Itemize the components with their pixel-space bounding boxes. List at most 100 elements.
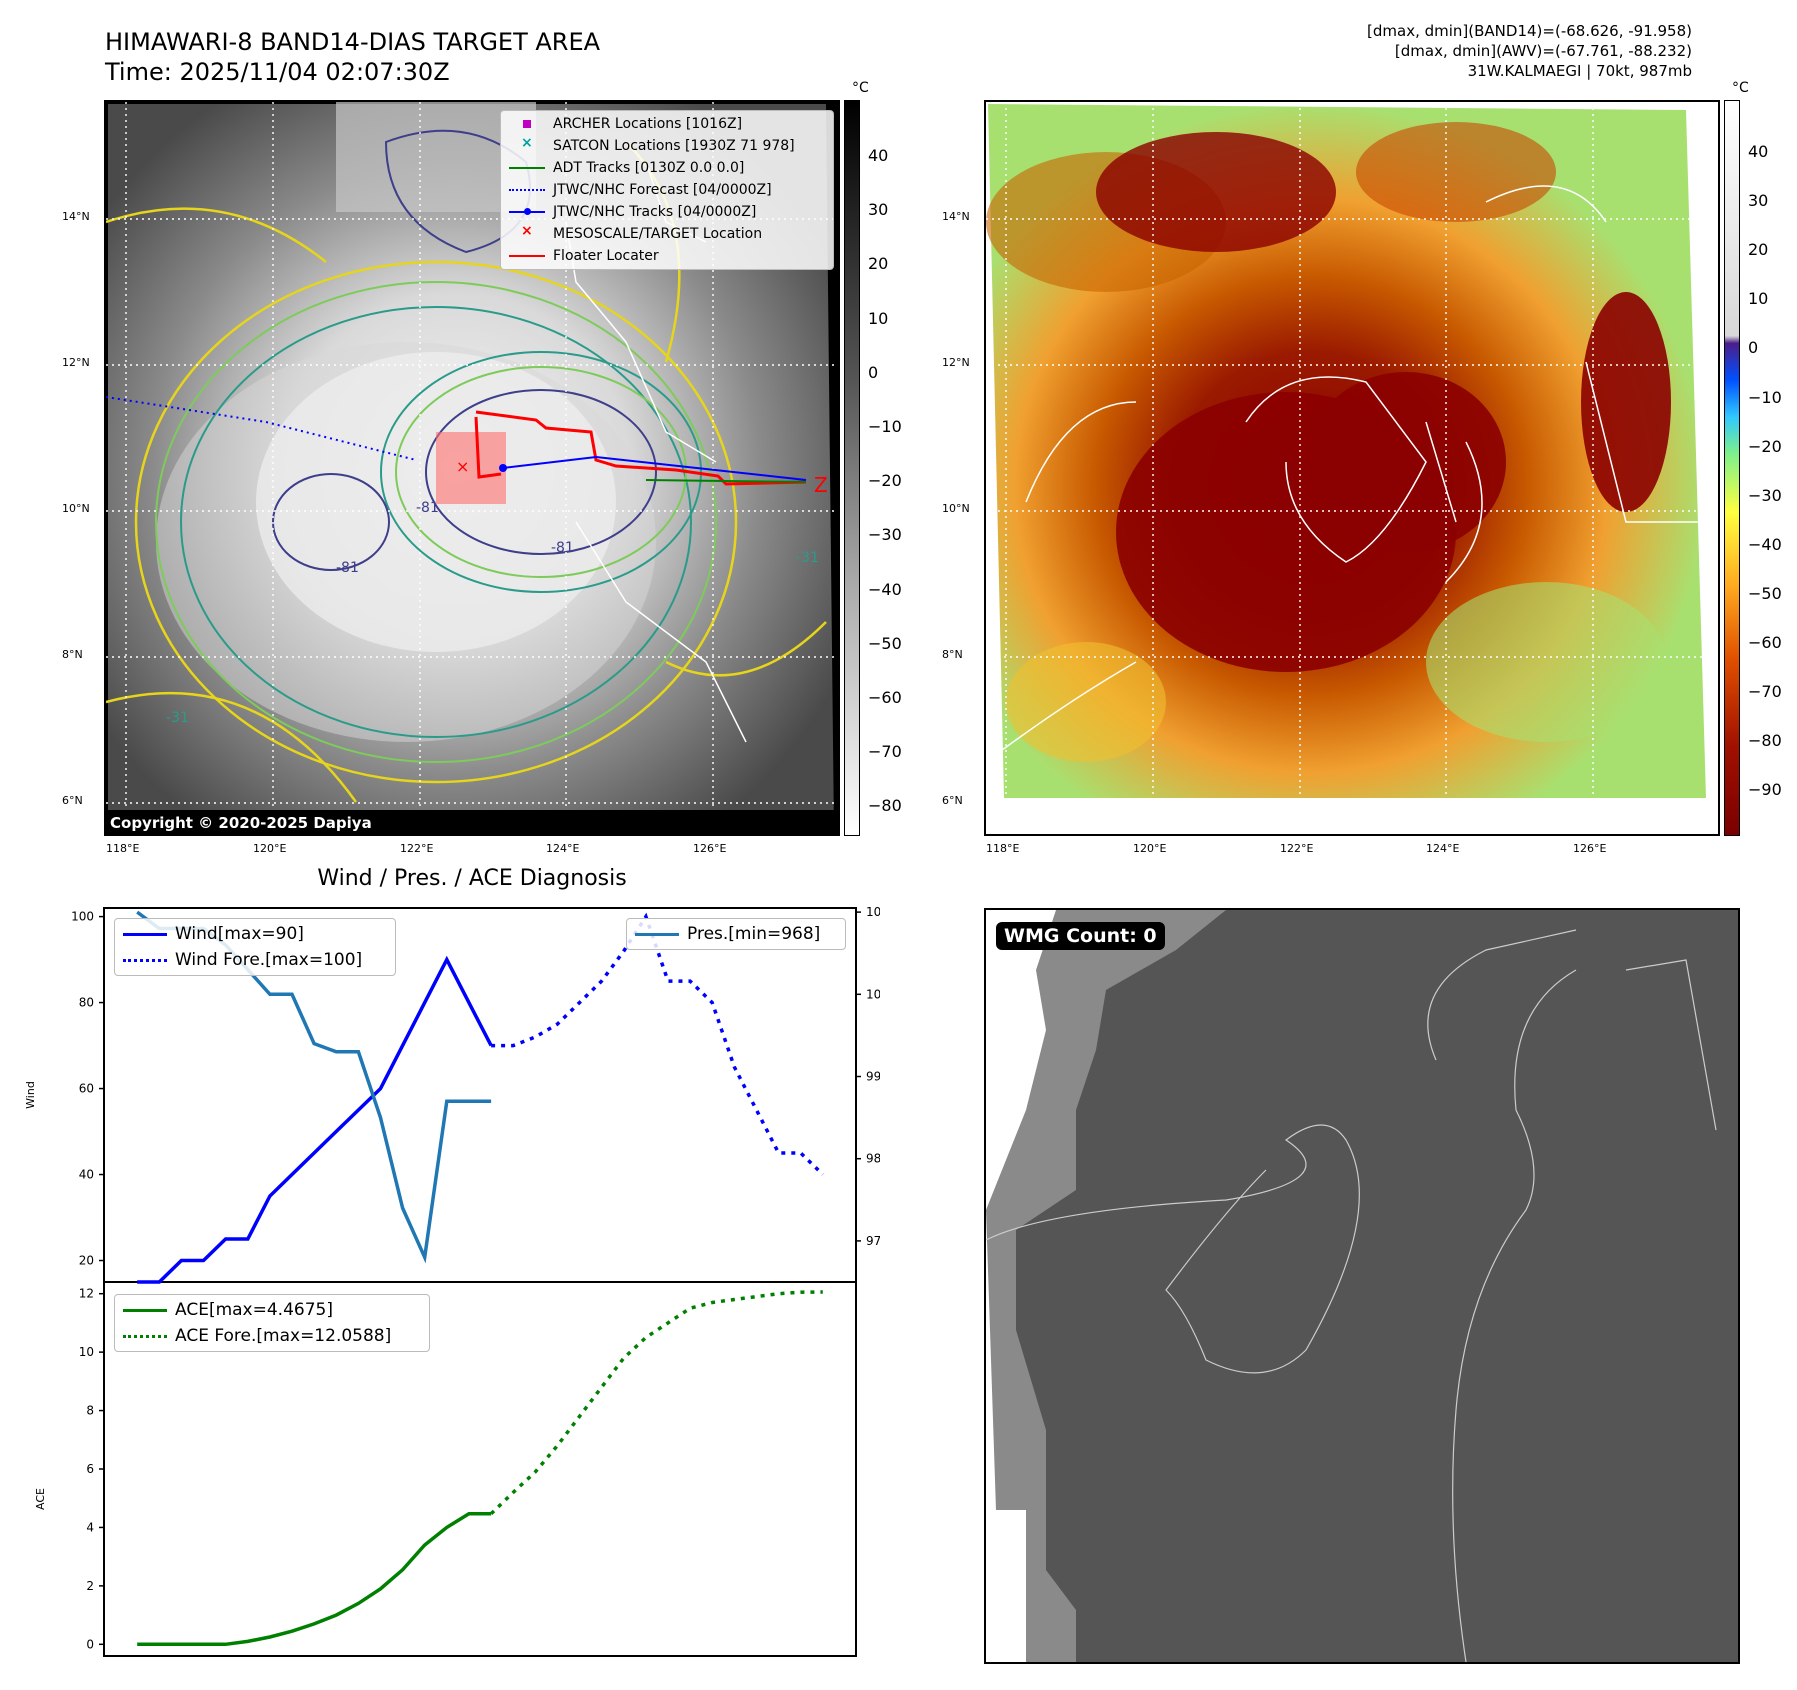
- floater-locater-track: [474, 416, 502, 479]
- lat-tick-label: 12°N: [942, 356, 970, 369]
- lon-tick-label: 122°E: [1280, 842, 1314, 855]
- colorbar-tick-label: −70: [1748, 682, 1782, 702]
- legend-symbol: [123, 1305, 167, 1315]
- lat-tick-label: 10°N: [942, 502, 970, 515]
- colorbar-tick-label: −90: [1748, 780, 1782, 800]
- lon-tick-label: 126°E: [1573, 842, 1607, 855]
- y-tick-label: 60: [79, 1082, 94, 1096]
- legend-label: Wind[max=90]: [175, 924, 304, 944]
- y-tick-label: 1000: [866, 987, 880, 1001]
- colorbar-tick-label: 20: [868, 254, 889, 274]
- y-tick-label: 980: [866, 1152, 880, 1166]
- y-tick-label: 10: [79, 1345, 94, 1359]
- legend-symbol: [509, 119, 545, 129]
- contour-label: -81: [336, 560, 359, 576]
- colorbar-tick-label: −30: [1748, 485, 1782, 505]
- colorbar-tick-label: −20: [1748, 436, 1782, 456]
- wind-forecast-series-line: [491, 912, 825, 1176]
- legend-symbol: [509, 163, 545, 173]
- lat-tick-label: 10°N: [62, 502, 90, 515]
- legend-label: Pres.[min=968]: [687, 924, 821, 944]
- colorbar-tick-label: 0: [868, 362, 879, 382]
- y-tick-label: 40: [79, 1168, 94, 1182]
- lat-tick-label: 8°N: [62, 648, 83, 661]
- colorbar-tick-label: −30: [868, 525, 902, 545]
- lat-tick-label: 6°N: [942, 794, 963, 807]
- legend-symbol: [509, 185, 545, 195]
- wind-legend: Wind[max=90] Wind Fore.[max=100]: [114, 918, 396, 976]
- wmg-panel: WMG Count: 0: [984, 908, 1740, 1664]
- legend-entry: × MESOSCALE/TARGET Location: [501, 223, 833, 245]
- diagnosis-title: Wind / Pres. / ACE Diagnosis: [317, 866, 627, 891]
- colorbar-tick-label: 40: [1748, 142, 1769, 161]
- colorbar-tick-label: −40: [1748, 534, 1782, 554]
- y-tick-label: 6: [86, 1462, 94, 1476]
- legend-entry: Wind Fore.[max=100]: [115, 947, 395, 973]
- colorbar-tick-label: 40: [868, 146, 889, 165]
- colorbar-tick-label: −40: [868, 579, 902, 599]
- lat-tick-label: 14°N: [62, 210, 90, 223]
- legend-entry: Floater Locater: [501, 245, 833, 267]
- wmg-image: [986, 910, 1738, 1662]
- lon-tick-label: 118°E: [986, 842, 1020, 855]
- legend-symbol: [123, 1331, 167, 1341]
- legend-label: ADT Tracks [0130Z 0.0 0.0]: [553, 160, 745, 176]
- legend-label: ARCHER Locations [1016Z]: [553, 116, 743, 132]
- legend-symbol: [635, 929, 679, 939]
- wind-series-line: [137, 955, 493, 1284]
- legend-symbol: [509, 251, 545, 261]
- adt-track: [645, 479, 807, 483]
- colorbar-tick-label: −80: [1748, 731, 1782, 751]
- map-title-line2: Time: 2025/11/04 02:07:30Z: [105, 58, 450, 86]
- lon-tick-label: 126°E: [693, 842, 727, 855]
- ace-axis-label: ACE: [34, 1488, 47, 1510]
- ace-series-line: [137, 1512, 492, 1647]
- legend-entry: ARCHER Locations [1016Z]: [501, 113, 833, 135]
- colorbar-color: [1724, 100, 1740, 836]
- lat-tick-label: 12°N: [62, 356, 90, 369]
- info-line2: [dmax, dmin](AWV)=(-67.761, -88.232): [1394, 42, 1692, 60]
- legend-entry: JTWC/NHC Forecast [04/0000Z]: [501, 179, 833, 201]
- pressure-legend: Pres.[min=968]: [626, 918, 846, 950]
- lon-tick-label: 120°E: [1133, 842, 1167, 855]
- y-tick-label: 4: [86, 1520, 94, 1534]
- y-tick-label: 970: [866, 1234, 880, 1248]
- legend-entry: ADT Tracks [0130Z 0.0 0.0]: [501, 157, 833, 179]
- colorbar-tick-label: −20: [868, 471, 902, 491]
- legend-label: Wind Fore.[max=100]: [175, 950, 363, 970]
- map-title-line1: HIMAWARI-8 BAND14-DIAS TARGET AREA: [105, 28, 601, 56]
- y-tick-label: 100: [71, 910, 94, 924]
- ir-map-image: -81 -81 -81 -31 -31 × Z Copyright © 2020…: [106, 102, 838, 834]
- ace-legend: ACE[max=4.4675] ACE Fore.[max=12.0588]: [114, 1294, 430, 1352]
- y-tick-label: 8: [86, 1404, 94, 1418]
- legend-label: ACE[max=4.4675]: [175, 1300, 333, 1320]
- info-line1: [dmax, dmin](BAND14)=(-68.626, -91.958): [1367, 22, 1692, 40]
- ir-map-panel: -81 -81 -81 -31 -31 × Z Copyright © 2020…: [104, 100, 840, 836]
- legend-label: SATCON Locations [1930Z 71 978]: [553, 138, 795, 154]
- legend-label: MESOSCALE/TARGET Location: [553, 226, 763, 242]
- contour-label: -31: [796, 550, 819, 566]
- wmg-count-badge: WMG Count: 0: [996, 922, 1165, 950]
- info-line3: 31W.KALMAEGI | 70kt, 987mb: [1467, 62, 1692, 80]
- lon-tick-label: 120°E: [253, 842, 287, 855]
- lon-tick-label: 124°E: [546, 842, 580, 855]
- legend-symbol: ×: [521, 135, 533, 151]
- colorbar-tick-label: 30: [868, 200, 889, 220]
- target-location-marker: ×: [456, 457, 469, 476]
- color-ir-map-panel: [984, 100, 1720, 836]
- legend-entry: ACE[max=4.4675]: [115, 1297, 429, 1323]
- color-ir-map-image: [986, 102, 1718, 834]
- colorbar-tick-label: 30: [1748, 191, 1769, 211]
- y-tick-label: 20: [79, 1254, 94, 1268]
- legend-symbol: ×: [521, 223, 533, 239]
- contour-label: -81: [416, 500, 439, 516]
- legend-symbol: [509, 207, 545, 217]
- jtwc-forecast-track: [106, 396, 417, 461]
- colorbar-tick-label: −60: [1748, 633, 1782, 652]
- lat-tick-label: 14°N: [942, 210, 970, 223]
- colorbar-tick-label: 10: [868, 308, 889, 328]
- ace-forecast-series-line: [489, 1290, 823, 1516]
- lat-tick-label: 8°N: [942, 648, 963, 661]
- contour-label: -81: [551, 540, 574, 556]
